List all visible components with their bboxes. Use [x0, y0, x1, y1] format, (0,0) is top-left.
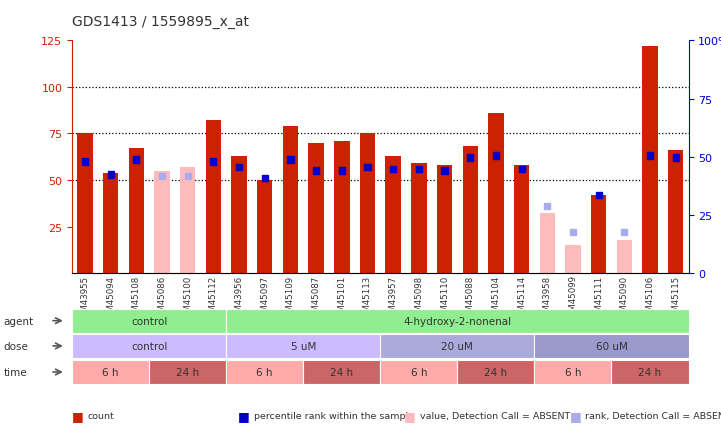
Bar — [107, 172, 114, 178]
Bar — [416, 166, 422, 173]
Text: 6 h: 6 h — [565, 367, 581, 377]
Text: percentile rank within the sample: percentile rank within the sample — [254, 411, 414, 420]
Bar — [411, 164, 427, 273]
Bar — [493, 153, 499, 160]
Text: control: control — [131, 316, 167, 326]
Text: control: control — [131, 341, 167, 351]
Bar — [565, 246, 580, 273]
Text: ■: ■ — [72, 409, 84, 422]
Bar — [334, 141, 350, 273]
Text: 4-hydroxy-2-nonenal: 4-hydroxy-2-nonenal — [403, 316, 511, 326]
Bar — [386, 156, 401, 273]
Bar — [673, 155, 678, 161]
Text: 6 h: 6 h — [257, 367, 273, 377]
Bar — [364, 164, 371, 171]
Bar — [467, 155, 473, 161]
Text: ■: ■ — [404, 409, 415, 422]
Bar — [154, 171, 169, 273]
Bar — [591, 195, 606, 273]
Bar — [514, 166, 529, 273]
Text: GDS1413 / 1559895_x_at: GDS1413 / 1559895_x_at — [72, 15, 249, 29]
Text: dose: dose — [4, 341, 29, 351]
Bar — [437, 166, 452, 273]
Text: value, Detection Call = ABSENT: value, Detection Call = ABSENT — [420, 411, 570, 420]
Bar — [622, 229, 627, 236]
Text: 6 h: 6 h — [102, 367, 119, 377]
Bar — [180, 168, 195, 273]
Bar — [257, 181, 273, 273]
Text: 24 h: 24 h — [485, 367, 508, 377]
Bar — [205, 121, 221, 273]
Bar — [185, 174, 191, 180]
Bar — [103, 173, 118, 273]
Bar — [570, 229, 576, 236]
Text: 20 uM: 20 uM — [441, 341, 473, 351]
Text: agent: agent — [4, 316, 34, 326]
Bar — [231, 156, 247, 273]
Text: ■: ■ — [238, 409, 249, 422]
Bar — [441, 168, 448, 174]
Text: time: time — [4, 367, 27, 377]
Text: ■: ■ — [570, 409, 581, 422]
Bar — [82, 159, 88, 165]
Bar — [488, 114, 503, 273]
Bar — [390, 166, 397, 173]
Text: 24 h: 24 h — [176, 367, 199, 377]
Bar — [339, 168, 345, 174]
Text: rank, Detection Call = ABSENT: rank, Detection Call = ABSENT — [585, 411, 721, 420]
Bar — [211, 159, 216, 165]
Bar — [313, 168, 319, 174]
Bar — [360, 134, 375, 273]
Bar — [544, 203, 550, 210]
Bar — [309, 143, 324, 273]
Bar — [283, 127, 298, 273]
Bar — [262, 175, 267, 182]
Bar — [462, 147, 478, 273]
Bar — [616, 240, 632, 273]
Text: 6 h: 6 h — [410, 367, 427, 377]
Bar — [668, 151, 684, 273]
Bar — [77, 134, 92, 273]
Bar — [128, 149, 144, 273]
Bar — [518, 166, 525, 173]
Bar — [133, 157, 139, 163]
Bar — [159, 174, 165, 180]
Bar — [539, 214, 555, 273]
Bar — [642, 47, 658, 273]
Text: 60 uM: 60 uM — [596, 341, 627, 351]
Bar — [288, 157, 293, 163]
Bar — [596, 192, 602, 199]
Text: 5 uM: 5 uM — [291, 341, 316, 351]
Text: count: count — [88, 411, 115, 420]
Text: 24 h: 24 h — [639, 367, 662, 377]
Bar — [647, 153, 653, 160]
Bar — [236, 164, 242, 171]
Text: 24 h: 24 h — [330, 367, 353, 377]
